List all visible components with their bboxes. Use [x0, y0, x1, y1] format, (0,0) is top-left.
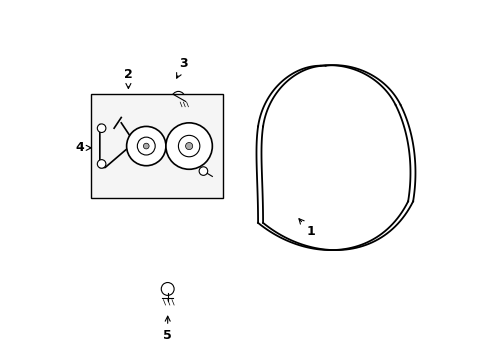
Circle shape: [137, 137, 155, 155]
Circle shape: [115, 116, 127, 129]
Circle shape: [165, 123, 212, 169]
Circle shape: [143, 143, 149, 149]
Text: 5: 5: [163, 316, 172, 342]
Circle shape: [178, 135, 200, 157]
FancyBboxPatch shape: [107, 111, 121, 125]
Text: 4: 4: [75, 141, 91, 154]
Circle shape: [97, 159, 106, 168]
Circle shape: [126, 126, 165, 166]
Circle shape: [185, 143, 192, 150]
Bar: [91, 94, 223, 198]
Text: 2: 2: [124, 68, 133, 89]
Text: 1: 1: [298, 219, 314, 238]
Text: 3: 3: [176, 57, 188, 78]
Circle shape: [107, 109, 135, 137]
Circle shape: [131, 140, 140, 149]
Circle shape: [108, 117, 162, 171]
Circle shape: [199, 167, 207, 175]
Circle shape: [172, 91, 184, 104]
Circle shape: [97, 124, 106, 132]
Circle shape: [121, 130, 149, 158]
Circle shape: [161, 283, 174, 296]
